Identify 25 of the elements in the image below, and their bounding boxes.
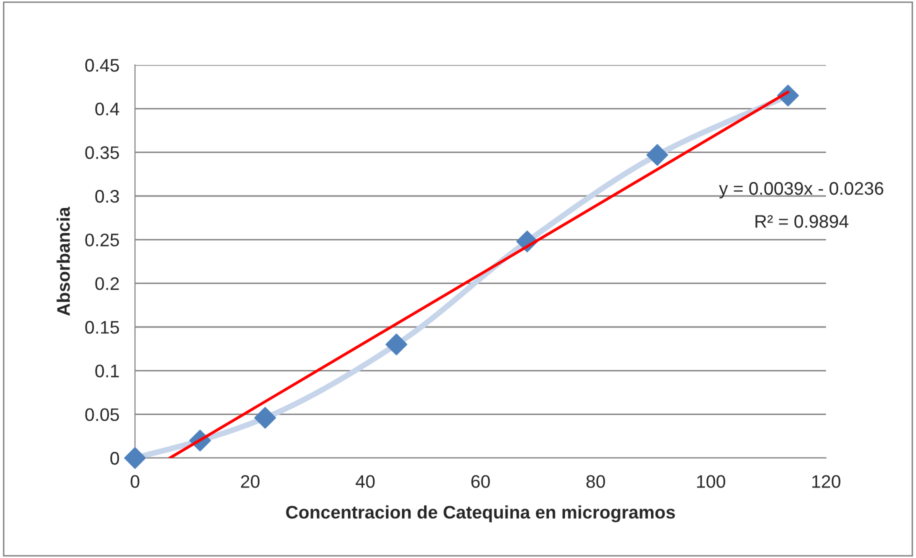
point (254, 406, 276, 429)
x-tick-label: 80 (586, 475, 606, 488)
y-tick-label: 0.35 (85, 146, 119, 160)
point (124, 447, 146, 469)
y-tick-label: 0.15 (85, 320, 119, 334)
x-tick-label: 0 (130, 475, 140, 488)
x-tick-label: 120 (812, 475, 840, 488)
x-tick-label: 40 (356, 475, 375, 488)
y-tick-label: 0.3 (95, 190, 119, 203)
x-axis-title: Concentracion de Catequina en microgramos (286, 505, 675, 522)
x-tick-label: 20 (241, 475, 260, 488)
point (386, 334, 408, 356)
y-tick-label: 0.05 (85, 408, 119, 422)
y-tick-label: 0 (110, 452, 120, 465)
x-tick-label: 60 (471, 475, 490, 488)
y-tick-label: 0.25 (85, 234, 119, 246)
y-tick-label: 0.4 (95, 102, 120, 116)
y-tick-label: 0.45 (85, 58, 119, 72)
x-tick-label: 100 (697, 475, 726, 488)
y-tick-label: 0.2 (95, 277, 119, 290)
y-axis-title: Absorbancia (56, 206, 70, 316)
y-tick-label: 0.1 (95, 364, 119, 378)
annotation: y = 0.0039x - 0.0236 (718, 182, 884, 198)
point (646, 144, 668, 166)
annotation: R² = 0.9894 (756, 215, 848, 228)
